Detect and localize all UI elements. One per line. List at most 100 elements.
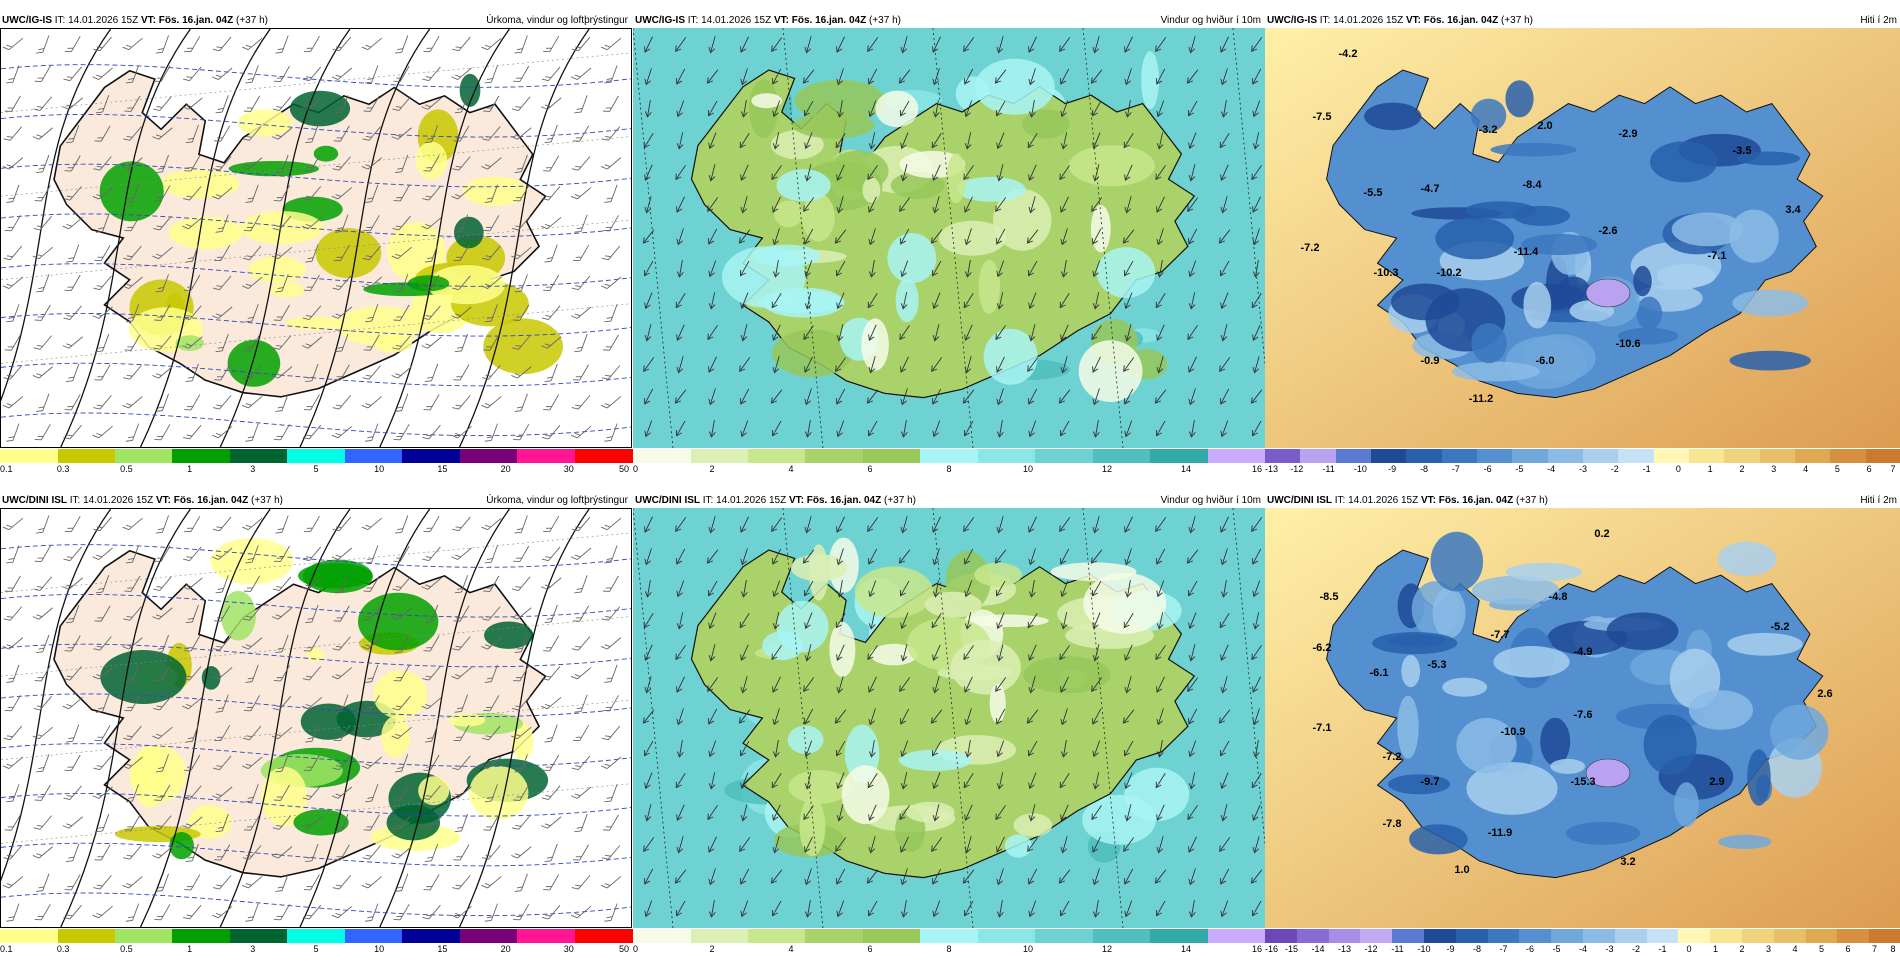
wind-barb [33, 695, 52, 711]
wind-barb [481, 637, 502, 650]
wind-arrow [676, 836, 684, 854]
wind-barb [93, 755, 112, 771]
colorbar-tick: 3 [1771, 464, 1777, 474]
wind-arrow [739, 132, 750, 149]
wind-arrow [1028, 196, 1036, 214]
wind-barb [422, 904, 441, 920]
wind-barb [392, 576, 411, 591]
wind-arrow [866, 389, 879, 404]
wind-barb [513, 424, 530, 441]
wind-barb [511, 335, 531, 350]
wind-barb [601, 365, 621, 380]
wind-barb [393, 784, 410, 801]
wind-barb [122, 37, 143, 51]
wind-barb [4, 814, 21, 831]
wind-arrow [1220, 516, 1229, 533]
wind-arrow [996, 388, 1004, 406]
wind-arrow [1252, 676, 1261, 693]
lead-time: (+37 h) [1501, 15, 1533, 26]
temperature-label: -6.2 [1313, 642, 1332, 654]
temperature-label: -4.2 [1339, 48, 1358, 60]
wind-arrow [1252, 260, 1260, 278]
wind-barb [154, 545, 171, 562]
panel-title: Hiti í 2m [1860, 15, 1897, 26]
wind-arrow [1124, 548, 1132, 566]
wind-panel: UWC/DINI ISL IT: 14.01.2026 15Z VT: Fös.… [633, 494, 1266, 964]
wind-arrow [1059, 37, 1071, 52]
wind-arrow [868, 324, 877, 342]
wind-arrow [1156, 548, 1166, 565]
wind-arrow [836, 676, 844, 694]
wind-arrow [1060, 580, 1069, 598]
temperature-label: -4.8 [1549, 591, 1568, 603]
wind-arrow [867, 900, 878, 917]
wind-barb [451, 667, 472, 680]
wind-arrow [996, 356, 1005, 373]
wind-arrow [1028, 676, 1036, 694]
colorbar-tick: -2 [1610, 464, 1619, 474]
wind-arrow [1188, 260, 1197, 278]
colorbar-swatch [459, 449, 518, 463]
colorbar-tick: 0 [1675, 464, 1681, 474]
wind-barb [604, 903, 618, 922]
wind-arrow [996, 132, 1005, 150]
wind-barb [155, 35, 169, 54]
wind-arrow [740, 676, 748, 694]
wind-arrow [644, 516, 653, 533]
wind-arrow [1092, 164, 1100, 182]
wind-barb [541, 336, 562, 349]
wind-arrow [1155, 165, 1166, 181]
wind-barb [122, 157, 143, 170]
wind-barb [3, 365, 23, 380]
wind-barb [184, 515, 201, 533]
wind-barb [93, 516, 112, 532]
wind-barb [63, 305, 82, 320]
wind-arrow [1188, 612, 1197, 630]
wind-barb [2, 756, 24, 769]
wind-barb [125, 664, 140, 683]
wind-arrow [1028, 580, 1036, 598]
wind-barb [212, 395, 232, 410]
wind-barb [424, 724, 439, 743]
init-time: 14.01.2026 15Z [1348, 495, 1419, 506]
wind-arrow [868, 548, 878, 565]
wind-arrow [643, 260, 654, 277]
wind-barb [33, 815, 52, 830]
wind-arrow [1220, 580, 1228, 598]
wind-arrow [932, 644, 941, 662]
wind-arrow [675, 165, 686, 181]
wind-barb [92, 547, 113, 560]
wind-arrow [1092, 388, 1100, 406]
temperature-label: -7.1 [1313, 722, 1332, 734]
wind-arrow [996, 36, 1004, 54]
wind-barb [513, 304, 530, 321]
wind-arrow [708, 516, 716, 534]
wind-barb [541, 816, 562, 829]
panel-title: Vindur og hviður í 10m [1160, 15, 1261, 26]
colorbar-tick: 2 [709, 944, 715, 954]
wind-barb [574, 333, 588, 353]
wind-barb [544, 843, 558, 862]
wind-arrow [1092, 36, 1100, 54]
wind-barb [604, 545, 618, 564]
wind-arrow [643, 132, 654, 149]
wind-arrow [866, 869, 879, 884]
temperature-label: 3.4 [1785, 204, 1801, 216]
wind-barb [484, 304, 498, 323]
wind-arrow [963, 772, 974, 789]
wind-arrow [931, 132, 942, 149]
wind-barb [511, 96, 531, 111]
temperature-label: -6.0 [1536, 355, 1555, 367]
wind-arrow [964, 356, 972, 374]
wind-arrow [964, 740, 972, 758]
wind-arrow [675, 772, 686, 789]
isotherm [1, 892, 631, 917]
vt-label: VT: [773, 15, 789, 26]
wind-barb [212, 755, 232, 771]
wind-arrow [1058, 869, 1071, 884]
wind-arrow [771, 37, 783, 52]
wind-barb [453, 244, 470, 262]
wind-barb [571, 636, 591, 651]
wind-barb [423, 274, 440, 291]
wind-barb [481, 517, 502, 531]
